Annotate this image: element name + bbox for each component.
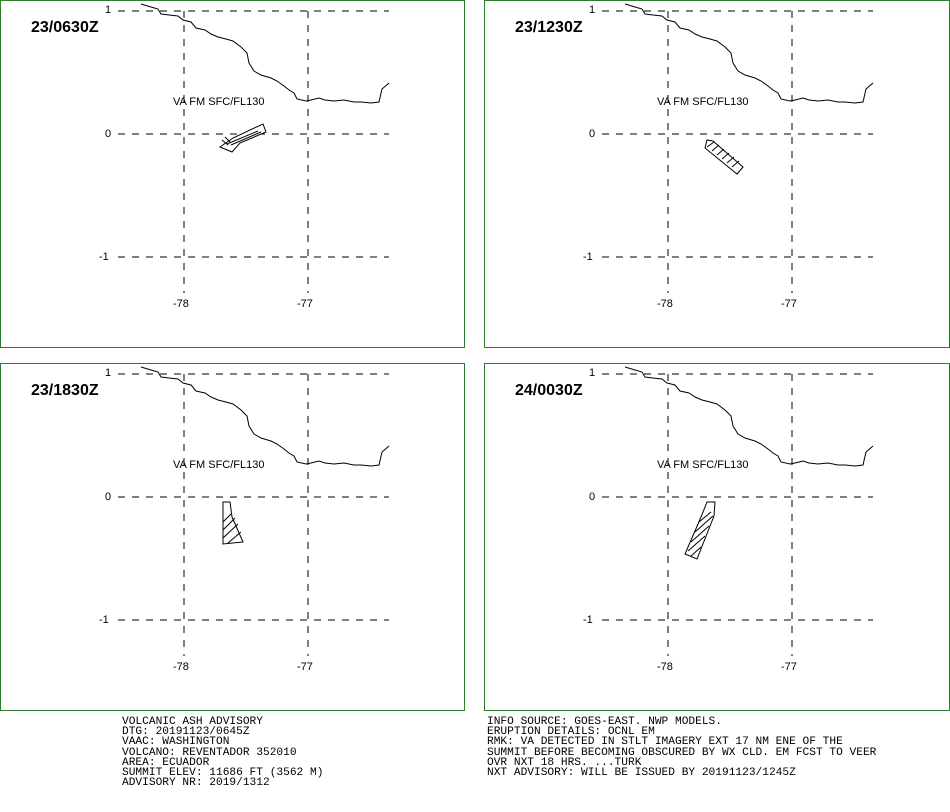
lon-tick: -78 [173,661,189,673]
lon-tick: -78 [657,661,673,673]
valid-time-label: 23/0630Z [31,19,99,36]
lon-tick: -78 [657,298,673,310]
lat-tick: 1 [105,367,112,379]
country-border [140,366,390,467]
advisory-info-source: INFO SOURCE: GOES-EAST. NWP MODELS. [487,716,722,728]
level-label: VA FM SFC/FL130 [657,459,749,471]
ash-cloud-polygon [704,139,744,175]
lon-tick: -77 [781,298,797,310]
advisory-number: ADVISORY NR: 2019/1312 [122,777,270,790]
country-border [140,3,390,104]
lon-tick: -77 [297,298,313,310]
lat-tick: -1 [99,614,109,626]
forecast-panel-0630: 23/0630Z VA FM SFC/FL130 1 0 -1 -78 -77 [0,0,465,348]
valid-time-label: 24/0030Z [515,382,583,399]
lat-tick: -1 [99,251,109,263]
map-canvas [602,3,874,293]
advisory-dtg: DTG: 20191123/0645Z [122,726,250,739]
forecast-panel-1830: 23/1830Z VA FM SFC/FL130 1 0 -1 -78 -77 [0,363,465,711]
advisory-volcano: VOLCANO: REVENTADOR 352010 [122,746,297,759]
advisory-details-block: INFO SOURCE: GOES-EAST. NWP MODELS. ERUPT… [487,716,877,780]
level-label: VA FM SFC/FL130 [173,96,265,108]
advisory-next: NXT ADVISORY: WILL BE ISSUED BY 20191123… [487,767,796,780]
advisory-vaac: VAAC: WASHINGTON [122,736,230,749]
graticule [118,10,389,293]
lon-tick: -77 [297,661,313,673]
advisory-area: AREA: ECUADOR [122,756,210,769]
lat-tick: 1 [105,4,112,16]
advisory-summit: SUMMIT ELEV: 11686 FT (3562 M) [122,767,324,780]
map-canvas [602,366,874,656]
advisory-header-block: VOLCANIC ASH ADVISORY DTG: 20191123/0645Z… [122,716,324,790]
valid-time-label: 23/1830Z [31,382,99,399]
map-canvas [118,3,390,293]
ash-cloud-polygon [222,501,244,545]
map-canvas [118,366,390,656]
graticule [118,373,389,656]
lat-tick: 0 [589,491,596,503]
graticule [602,10,873,293]
advisory-title: VOLCANIC ASH ADVISORY [122,716,263,728]
level-label: VA FM SFC/FL130 [657,96,749,108]
lat-tick: -1 [583,251,593,263]
lon-tick: -78 [173,298,189,310]
lat-tick: -1 [583,614,593,626]
ash-cloud-polygon [218,123,267,153]
forecast-panel-1230: 23/1230Z VA FM SFC/FL130 1 0 -1 -78 -77 [484,0,950,348]
level-label: VA FM SFC/FL130 [173,459,265,471]
advisory-remarks-1: RMK: VA DETECTED IN STLT IMAGERY EXT 17 … [487,736,843,749]
lat-tick: 1 [589,367,596,379]
advisory-remarks-2: SUMMIT BEFORE BECOMING OBSCURED BY WX CL… [487,746,877,759]
lat-tick: 0 [589,128,596,140]
lat-tick: 1 [589,4,596,16]
lon-tick: -77 [781,661,797,673]
country-border [624,366,874,467]
lat-tick: 0 [105,491,112,503]
advisory-remarks-3: OVR NXT 18 HRS. ...TURK [487,756,642,769]
lat-tick: 0 [105,128,112,140]
advisory-eruption: ERUPTION DETAILS: OCNL EM [487,726,655,739]
forecast-panel-0030: 24/0030Z VA FM SFC/FL130 1 0 -1 -78 -77 [484,363,950,711]
country-border [624,3,874,104]
graticule [602,373,873,656]
valid-time-label: 23/1230Z [515,19,583,36]
ash-cloud-polygon [684,501,716,560]
